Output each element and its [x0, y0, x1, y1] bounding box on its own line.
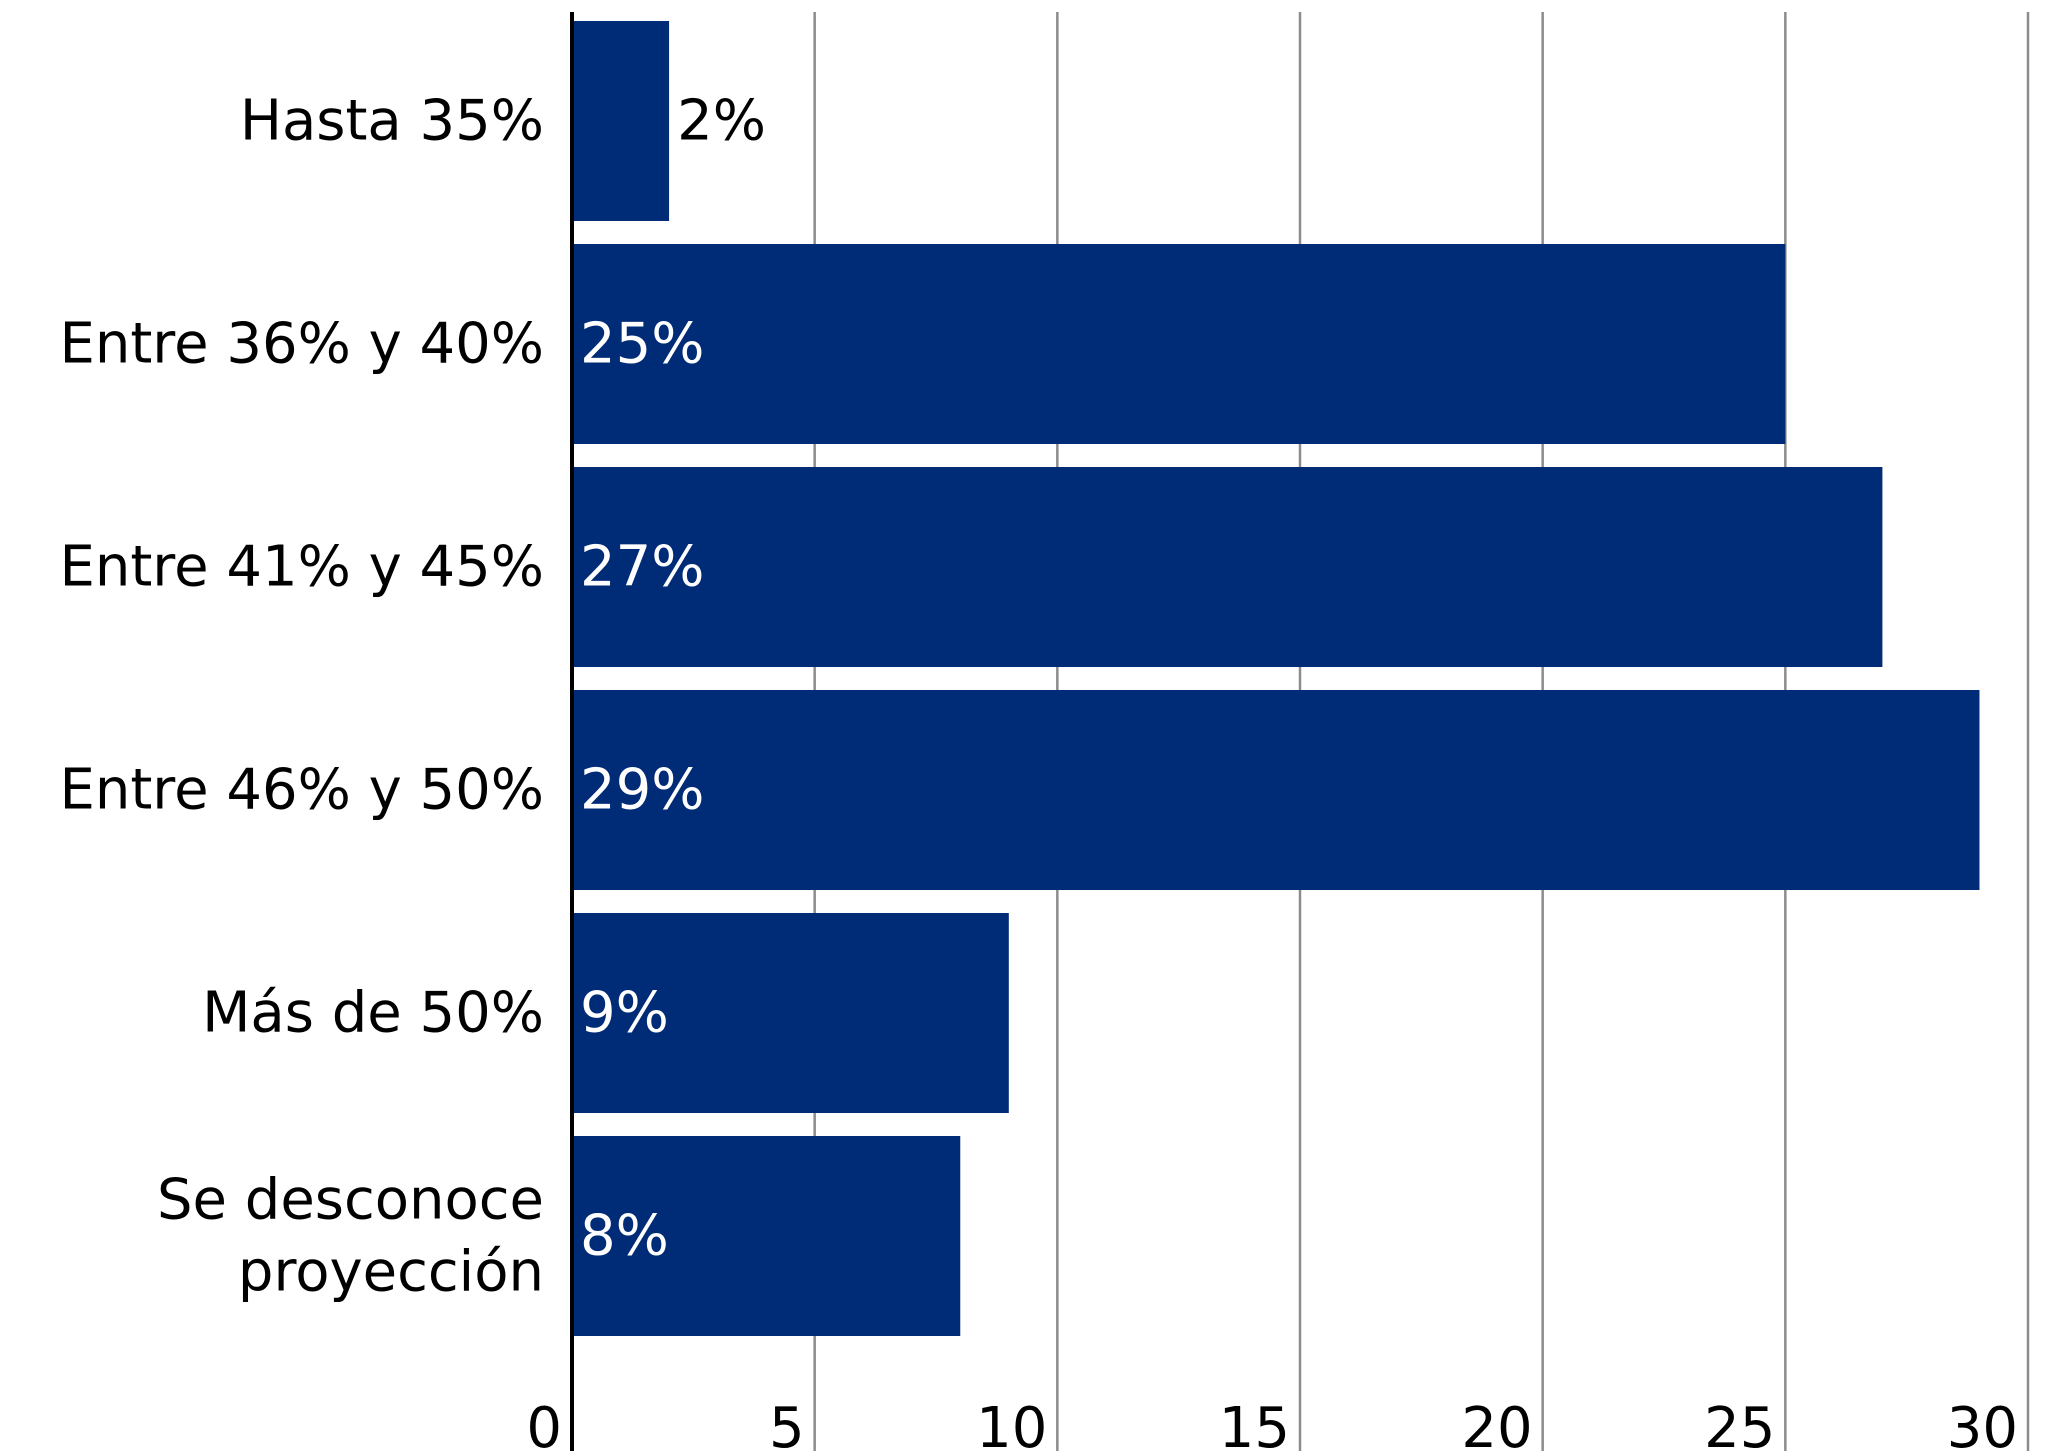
data-label-3: 27% [580, 535, 704, 600]
bar-4 [572, 690, 1980, 890]
x-tick-label-25: 25 [1704, 1396, 1775, 1451]
bars [572, 21, 1980, 1336]
bar-3 [572, 467, 1883, 667]
category-label-2: Entre 36% y 40% [59, 312, 544, 377]
x-tick-label-20: 20 [1461, 1396, 1532, 1451]
category-label-4: Entre 46% y 50% [59, 758, 544, 823]
bar-1 [572, 21, 670, 221]
x-tick-label-30: 30 [1947, 1396, 2018, 1451]
category-label-1: Hasta 35% [240, 89, 544, 154]
bar-6 [572, 1136, 961, 1336]
data-label-1: 2% [677, 89, 766, 154]
category-label-6-line-1: Se desconoce [157, 1168, 544, 1233]
bar-5 [572, 913, 1009, 1113]
category-label-3: Entre 41% y 45% [59, 535, 544, 600]
data-label-5: 9% [580, 981, 669, 1046]
labels: 2% Hasta 35% 25% Entre 36% y 40% 27% Entre 41… [59, 89, 2018, 1455]
bar-2 [572, 244, 1786, 444]
x-tick-label-15: 15 [1219, 1396, 1290, 1451]
x-tick-label-10: 10 [976, 1396, 1047, 1451]
x-tick-label-5: 5 [769, 1396, 805, 1451]
category-label-5: Más de 50% [202, 981, 544, 1046]
data-label-2: 25% [580, 312, 704, 377]
data-label-4: 29% [580, 758, 704, 823]
x-tick-label-0: 0 [526, 1396, 562, 1451]
category-label-6-line-2: proyección [238, 1240, 544, 1305]
data-label-6: 8% [580, 1204, 669, 1269]
